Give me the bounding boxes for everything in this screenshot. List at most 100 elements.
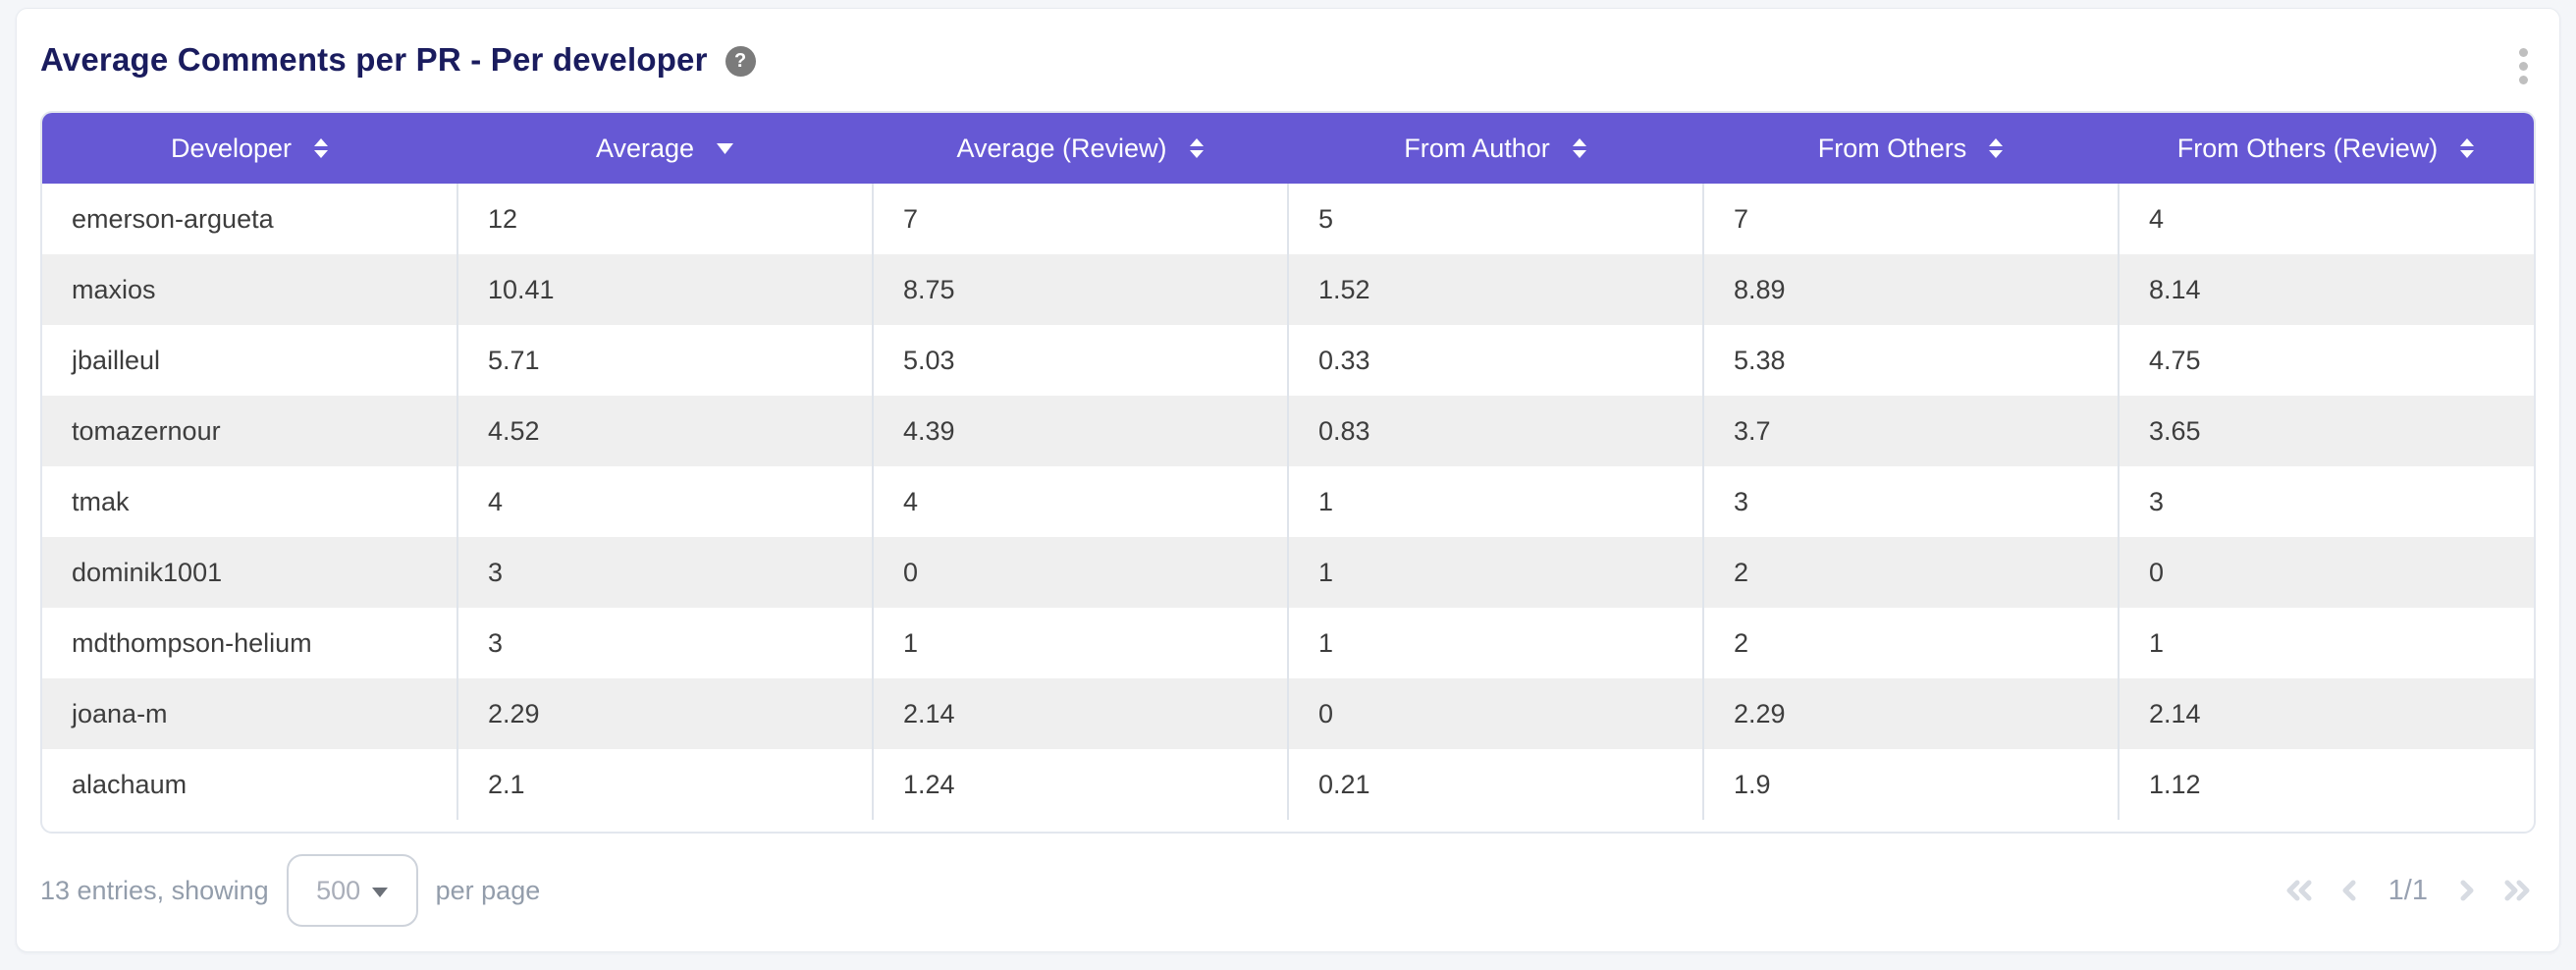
value-cell: 8.14 [2118,254,2534,325]
value-cell: 1 [2118,608,2534,678]
value-cell: 10.41 [456,254,873,325]
value-cell: 2.14 [2118,678,2534,749]
value-cell: 3 [456,537,873,608]
value-cell: 7 [1702,184,2119,254]
value-cell: 4.39 [872,396,1288,466]
value-cell: 1 [872,608,1288,678]
value-cell: 8.89 [1702,254,2119,325]
developer-name-cell: jbailleul [72,345,161,375]
value-cell: 3 [456,608,873,678]
value-cell: 0.83 [1287,396,1703,466]
developer-name-cell: mdthompson-helium [72,627,312,658]
value-cell: 3.7 [1702,396,2119,466]
value-cell: 3 [1702,466,2119,537]
pagination: 1/1 [2281,875,2536,907]
first-page-button[interactable] [2281,876,2316,905]
value-cell: 2.29 [456,678,873,749]
sort-both-icon [313,137,329,159]
column-label: Developer [170,133,293,163]
column-header-average[interactable]: Average [457,113,873,184]
value-cell: 2 [1702,608,2119,678]
help-icon[interactable]: ? [724,45,756,77]
value-cell: 0 [872,537,1288,608]
column-label: Average [595,133,695,163]
value-cell: 1 [1287,466,1703,537]
developer-name-cell: dominik1001 [42,537,457,608]
next-page-button[interactable] [2455,876,2479,905]
entries-count-text: 13 entries, showing [40,875,269,905]
value-cell: 1.52 [1287,254,1703,325]
caret-down-icon [372,887,389,897]
value-cell: 4.52 [456,396,873,466]
kebab-menu-icon[interactable] [2513,42,2534,90]
value-cell: 1.12 [2118,749,2534,820]
value-cell: 0.21 [1287,749,1703,820]
developer-name-cell: tmak [72,486,130,516]
chevron-left-icon [2342,880,2356,901]
page-size-controls: 13 entries, showing 500 per page [40,854,540,927]
page-size-dropdown[interactable]: 500 [286,854,418,927]
column-label: From Others (Review) [2176,133,2439,163]
widget-header: Average Comments per PR - Per developer … [40,9,2536,85]
column-header-from-others[interactable]: From Others [1703,113,2119,184]
table-container: Developer Average Average (Review) From Aut… [40,111,2536,834]
developer-name-cell: maxios [42,254,457,325]
sort-both-icon [1988,137,2004,159]
value-cell: 2.14 [872,678,1288,749]
widget-card: Average Comments per PR - Per developer … [16,8,2560,952]
sort-both-icon [2459,137,2475,159]
value-cell: 8.75 [872,254,1288,325]
value-cell: 3.65 [2118,396,2534,466]
developer-name-cell: tomazernour [42,396,457,466]
table-row: emerson-argueta 12 7 5 7 4 [42,184,2534,254]
column-label: Average (Review) [956,133,1167,163]
value-cell: 1 [1287,537,1703,608]
value-cell: 5.71 [456,325,873,396]
value-cell: 4 [456,466,873,537]
table-row: dominik1001 3 0 1 2 0 [42,537,2534,608]
value-cell: 2 [1702,537,2119,608]
widget-title: Average Comments per PR - Per developer [40,41,708,78]
value-cell: 5 [1287,184,1703,254]
developer-name-cell: emerson-argueta [72,203,274,234]
table-row: mdthompson-helium 3 1 1 2 1 [42,608,2534,678]
sort-both-icon [1572,137,1587,159]
column-header-developer[interactable]: Developer [42,113,457,184]
column-label: From Others [1817,133,1967,163]
table-body: emerson-argueta 12 7 5 7 4 maxios 10.41 8.75 1.52… [42,184,2534,820]
sort-both-icon [1189,137,1205,159]
comments-per-pr-table: Developer Average Average (Review) From Aut… [42,113,2534,820]
last-page-button[interactable] [2500,876,2536,905]
value-cell: 4 [872,466,1288,537]
table-header: Developer Average Average (Review) From Aut… [42,113,2534,184]
value-cell: 0.33 [1287,325,1703,396]
value-cell: 2.1 [456,749,873,820]
value-cell: 1 [1287,608,1703,678]
page-size-value: 500 [316,875,361,905]
value-cell: 5.38 [1702,325,2119,396]
page-indicator: 1/1 [2388,874,2428,906]
column-label: From Author [1404,133,1550,163]
value-cell: 4.75 [2118,325,2534,396]
value-cell: 0 [1287,678,1703,749]
value-cell: 4 [2118,184,2534,254]
table-header-row: Developer Average Average (Review) From Aut… [42,113,2534,184]
column-header-from-author[interactable]: From Author [1288,113,1703,184]
double-chevron-right-icon [2504,880,2530,901]
column-header-average-review[interactable]: Average (Review) [873,113,1288,184]
sort-desc-icon [716,142,734,155]
table-row: maxios 10.41 8.75 1.52 8.89 8.14 [42,254,2534,325]
chevron-right-icon [2460,880,2474,901]
table-row: jbailleul 5.71 5.03 0.33 5.38 4.75 [42,325,2534,396]
per-page-text: per page [435,875,541,905]
value-cell: 1.9 [1702,749,2119,820]
value-cell: 3 [2118,466,2534,537]
value-cell: 7 [872,184,1288,254]
developer-name-cell: joana-m [42,678,457,749]
table-footer: 13 entries, showing 500 per page 1/1 [40,853,2536,928]
developer-name-cell: alachaum [72,769,188,799]
column-header-from-others-review[interactable]: From Others (Review) [2119,113,2534,184]
prev-page-button[interactable] [2337,876,2361,905]
table-row: tomazernour 4.52 4.39 0.83 3.7 3.65 [42,396,2534,466]
table-row: joana-m 2.29 2.14 0 2.29 2.14 [42,678,2534,749]
